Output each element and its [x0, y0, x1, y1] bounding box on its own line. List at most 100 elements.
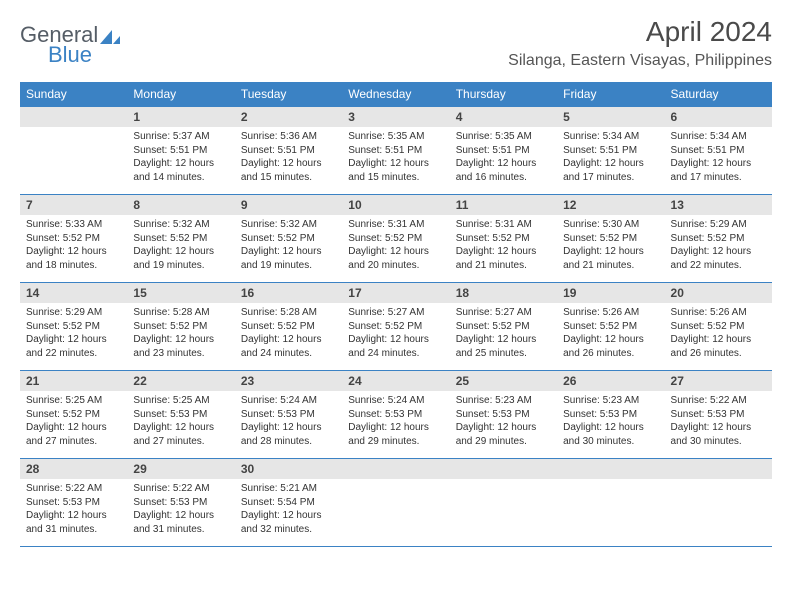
- day-number: 22: [127, 371, 234, 391]
- sunrise-text: Sunrise: 5:35 AM: [456, 130, 551, 144]
- sunset-text: Sunset: 5:52 PM: [563, 320, 658, 334]
- day-cell: [665, 459, 772, 547]
- day-details: Sunrise: 5:29 AMSunset: 5:52 PMDaylight:…: [20, 303, 127, 370]
- day-cell: 19 Sunrise: 5:26 AMSunset: 5:52 PMDayligh…: [557, 283, 664, 371]
- sunrise-text: Sunrise: 5:21 AM: [241, 482, 336, 496]
- day-cell: 8 Sunrise: 5:32 AMSunset: 5:52 PMDaylight…: [127, 195, 234, 283]
- day-number: 25: [450, 371, 557, 391]
- day-details: Sunrise: 5:25 AMSunset: 5:52 PMDaylight:…: [20, 391, 127, 458]
- day-number: [342, 459, 449, 479]
- day-details: Sunrise: 5:34 AMSunset: 5:51 PMDaylight:…: [665, 127, 772, 194]
- day-number: [450, 459, 557, 479]
- sunrise-text: Sunrise: 5:32 AM: [133, 218, 228, 232]
- day-cell: 2Sunrise: 5:36 AMSunset: 5:51 PMDaylight…: [235, 107, 342, 195]
- calendar-body: 1Sunrise: 5:37 AMSunset: 5:51 PMDaylight…: [20, 107, 772, 547]
- sunset-text: Sunset: 5:52 PM: [241, 320, 336, 334]
- day-details: Sunrise: 5:23 AMSunset: 5:53 PMDaylight:…: [450, 391, 557, 458]
- daylight-text: Daylight: 12 hours and 29 minutes.: [456, 421, 551, 448]
- daylight-text: Daylight: 12 hours and 29 minutes.: [348, 421, 443, 448]
- day-number: 8: [127, 195, 234, 215]
- day-details: Sunrise: 5:27 AMSunset: 5:52 PMDaylight:…: [450, 303, 557, 370]
- sunset-text: Sunset: 5:52 PM: [133, 232, 228, 246]
- day-cell: [20, 107, 127, 195]
- sunrise-text: Sunrise: 5:26 AM: [671, 306, 766, 320]
- sunset-text: Sunset: 5:51 PM: [563, 144, 658, 158]
- day-details: [557, 479, 664, 541]
- day-details: Sunrise: 5:28 AMSunset: 5:52 PMDaylight:…: [127, 303, 234, 370]
- sunrise-text: Sunrise: 5:24 AM: [241, 394, 336, 408]
- day-cell: 21Sunrise: 5:25 AMSunset: 5:52 PMDayligh…: [20, 371, 127, 459]
- day-details: Sunrise: 5:32 AMSunset: 5:52 PMDaylight:…: [235, 215, 342, 282]
- daylight-text: Daylight: 12 hours and 17 minutes.: [563, 157, 658, 184]
- day-cell: 23Sunrise: 5:24 AMSunset: 5:53 PMDayligh…: [235, 371, 342, 459]
- sunrise-text: Sunrise: 5:26 AM: [563, 306, 658, 320]
- day-number: 15: [127, 283, 234, 303]
- sunrise-text: Sunrise: 5:27 AM: [348, 306, 443, 320]
- day-number: 1: [127, 107, 234, 127]
- daylight-text: Daylight: 12 hours and 16 minutes.: [456, 157, 551, 184]
- day-cell: 20Sunrise: 5:26 AMSunset: 5:52 PMDayligh…: [665, 283, 772, 371]
- daylight-text: Daylight: 12 hours and 14 minutes.: [133, 157, 228, 184]
- day-details: Sunrise: 5:29 AMSunset: 5:52 PMDaylight:…: [665, 215, 772, 282]
- dow-thursday: Thursday: [450, 82, 557, 107]
- day-number: 5: [557, 107, 664, 127]
- day-number: 19: [557, 283, 664, 303]
- day-details: Sunrise: 5:30 AMSunset: 5:52 PMDaylight:…: [557, 215, 664, 282]
- sunrise-text: Sunrise: 5:37 AM: [133, 130, 228, 144]
- day-number: 12: [557, 195, 664, 215]
- day-cell: 12Sunrise: 5:30 AMSunset: 5:52 PMDayligh…: [557, 195, 664, 283]
- day-cell: [450, 459, 557, 547]
- daylight-text: Daylight: 12 hours and 25 minutes.: [456, 333, 551, 360]
- sunset-text: Sunset: 5:52 PM: [671, 232, 766, 246]
- sunrise-text: Sunrise: 5:22 AM: [133, 482, 228, 496]
- day-details: Sunrise: 5:21 AMSunset: 5:54 PMDaylight:…: [235, 479, 342, 546]
- calendar-container: Sunday Monday Tuesday Wednesday Thursday…: [20, 82, 772, 547]
- daylight-text: Daylight: 12 hours and 28 minutes.: [241, 421, 336, 448]
- dow-wednesday: Wednesday: [342, 82, 449, 107]
- day-details: Sunrise: 5:35 AMSunset: 5:51 PMDaylight:…: [450, 127, 557, 194]
- sunset-text: Sunset: 5:52 PM: [26, 408, 121, 422]
- day-cell: 14Sunrise: 5:29 AMSunset: 5:52 PMDayligh…: [20, 283, 127, 371]
- daylight-text: Daylight: 12 hours and 24 minutes.: [241, 333, 336, 360]
- day-details: Sunrise: 5:24 AMSunset: 5:53 PMDaylight:…: [235, 391, 342, 458]
- day-of-week-header-row: Sunday Monday Tuesday Wednesday Thursday…: [20, 82, 772, 107]
- day-number: 10: [342, 195, 449, 215]
- sunset-text: Sunset: 5:51 PM: [671, 144, 766, 158]
- day-number: 30: [235, 459, 342, 479]
- day-number: [20, 107, 127, 127]
- day-details: Sunrise: 5:24 AMSunset: 5:53 PMDaylight:…: [342, 391, 449, 458]
- daylight-text: Daylight: 12 hours and 22 minutes.: [26, 333, 121, 360]
- day-number: [557, 459, 664, 479]
- day-number: 29: [127, 459, 234, 479]
- day-number: 27: [665, 371, 772, 391]
- day-number: 11: [450, 195, 557, 215]
- day-cell: 17Sunrise: 5:27 AMSunset: 5:52 PMDayligh…: [342, 283, 449, 371]
- day-details: Sunrise: 5:37 AMSunset: 5:51 PMDaylight:…: [127, 127, 234, 194]
- calendar-table: Sunday Monday Tuesday Wednesday Thursday…: [20, 82, 772, 546]
- sunrise-text: Sunrise: 5:34 AM: [671, 130, 766, 144]
- daylight-text: Daylight: 12 hours and 19 minutes.: [133, 245, 228, 272]
- brand-triangle-icon: [100, 30, 120, 44]
- sunset-text: Sunset: 5:53 PM: [133, 408, 228, 422]
- day-number: 16: [235, 283, 342, 303]
- daylight-text: Daylight: 12 hours and 26 minutes.: [563, 333, 658, 360]
- day-details: [450, 479, 557, 541]
- sunrise-text: Sunrise: 5:28 AM: [133, 306, 228, 320]
- day-number: 3: [342, 107, 449, 127]
- sunrise-text: Sunrise: 5:29 AM: [26, 306, 121, 320]
- day-number: 18: [450, 283, 557, 303]
- sunset-text: Sunset: 5:53 PM: [348, 408, 443, 422]
- day-cell: 10Sunrise: 5:31 AMSunset: 5:52 PMDayligh…: [342, 195, 449, 283]
- day-number: 28: [20, 459, 127, 479]
- sunset-text: Sunset: 5:52 PM: [26, 320, 121, 334]
- brand-logo: GeneralBlue: [20, 22, 120, 68]
- sunset-text: Sunset: 5:51 PM: [133, 144, 228, 158]
- day-details: Sunrise: 5:28 AMSunset: 5:52 PMDaylight:…: [235, 303, 342, 370]
- day-cell: 25Sunrise: 5:23 AMSunset: 5:53 PMDayligh…: [450, 371, 557, 459]
- day-details: Sunrise: 5:31 AMSunset: 5:52 PMDaylight:…: [450, 215, 557, 282]
- daylight-text: Daylight: 12 hours and 15 minutes.: [241, 157, 336, 184]
- sunrise-text: Sunrise: 5:31 AM: [456, 218, 551, 232]
- daylight-text: Daylight: 12 hours and 32 minutes.: [241, 509, 336, 536]
- sunset-text: Sunset: 5:52 PM: [348, 232, 443, 246]
- sunset-text: Sunset: 5:52 PM: [241, 232, 336, 246]
